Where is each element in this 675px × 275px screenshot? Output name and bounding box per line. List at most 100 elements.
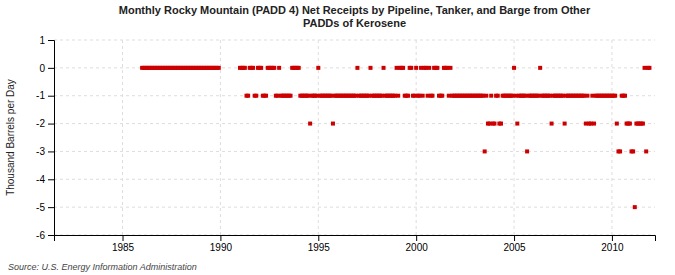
point [254,94,258,98]
x-axis: 1985 1990 1995 2000 2005 2010 [55,235,656,253]
y-tick: -5 [36,202,54,213]
chart: 1985 1990 1995 2000 2005 2010 1 0 -1 -2 -3 -4 -5 -6 Mo… [0,0,675,275]
y-tick-label: -4 [36,174,45,185]
point [483,149,487,153]
point [289,94,293,98]
point [414,66,418,70]
y-tick-mark [48,207,54,208]
point [272,66,276,70]
x-axis-line [55,236,656,242]
y-tick-label: -5 [36,202,45,213]
grid-line-y [54,207,655,208]
point [618,149,622,153]
grid-line-y [54,151,655,152]
point [259,66,263,70]
x-tick-mark [318,235,319,241]
y-tick: 0 [39,63,54,74]
grid-line-y [54,40,655,41]
x-tick: 1985 [112,235,135,253]
point [409,66,413,70]
point [368,66,372,70]
x-tick-mark [416,235,417,241]
y-tick-label: -2 [36,118,45,129]
point [563,122,567,126]
point [243,66,247,70]
x-tick-mark [220,235,221,241]
y-tick-mark [48,68,54,69]
point [331,122,335,126]
point [585,94,589,98]
x-tick-label: 2005 [503,242,526,253]
x-tick: 2010 [601,235,624,253]
point [396,94,400,98]
point [484,94,488,98]
point [435,66,439,70]
y-tick-mark [48,96,54,97]
x-tick-label: 1985 [112,242,135,253]
grid-line-x [611,40,612,235]
title: Monthly Rocky Mountain (PADD 4) Net Rece… [119,4,591,29]
point [427,66,431,70]
x-tick-mark [612,235,613,241]
point [496,94,500,98]
point [592,122,596,126]
point [538,66,542,70]
y-axis-line [48,41,55,236]
point [633,205,637,209]
y-tick-mark [48,124,54,125]
point [631,149,635,153]
x-tick: 1990 [210,235,233,253]
point [628,122,632,126]
x-tick-label: 2010 [601,242,624,253]
point [550,122,554,126]
grid [54,40,655,235]
point [489,94,493,98]
point [492,122,496,126]
point [421,94,425,98]
y-tick: 1 [39,35,54,46]
y-tick: -3 [36,146,54,157]
y-tick-label: -1 [36,90,45,101]
point [277,66,281,70]
point [246,94,250,98]
point [448,66,452,70]
point [401,66,405,70]
point [217,66,221,70]
x-tick: 2005 [503,235,526,253]
y-tick-label: 0 [39,63,45,74]
y-tick-mark [48,235,54,236]
y-tick-mark [48,179,54,180]
y-tick: -6 [36,230,54,241]
y-tick: -2 [36,118,54,129]
point [308,122,312,126]
x-tick-label: 2000 [406,242,429,253]
y-tick-mark [48,151,54,152]
point [623,94,627,98]
x-tick-label: 1995 [308,242,331,253]
x-tick: 1995 [308,235,331,253]
point [264,94,268,98]
grid-line-y [54,179,655,180]
point [499,122,503,126]
x-tick-mark [514,235,515,241]
point [382,66,386,70]
y-tick-label: -3 [36,146,45,157]
y-axis: 1 0 -1 -2 -3 -4 -5 -6 [36,35,54,241]
y-tick: -4 [36,174,54,185]
point [251,66,255,70]
y-tick: -1 [36,90,54,101]
point [316,66,320,70]
y-tick-label: 1 [39,35,45,46]
point [613,94,617,98]
point [297,66,301,70]
point [515,122,519,126]
point [647,66,651,70]
point [644,149,648,153]
point [406,94,410,98]
point [525,149,529,153]
x-tick-mark [123,235,124,241]
point [512,66,516,70]
points [140,66,651,209]
x-tick: 2000 [406,235,429,253]
point [430,94,434,98]
